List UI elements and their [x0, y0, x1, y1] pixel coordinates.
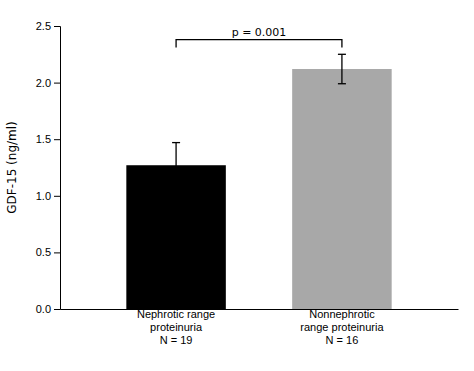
annotation: p = 0.001: [232, 26, 287, 39]
y-tick-label: 2.0: [36, 77, 51, 89]
x-tick-label: Nephrotic rangeproteinuriaN = 19: [137, 308, 215, 346]
y-tick: 0.5: [36, 246, 60, 258]
y-tick-label: 0.0: [36, 303, 51, 315]
y-tick-mark: [54, 83, 60, 84]
error-bar: [338, 54, 346, 83]
error-bar-stem: [175, 143, 176, 188]
x-tick-label-line: proteinuria: [150, 321, 203, 333]
error-bar-stem: [341, 54, 342, 83]
x-tick-label: Nonnephroticrange proteinuriaN = 16: [300, 308, 384, 346]
significance-bracket: [176, 40, 342, 48]
error-bar-cap: [172, 142, 180, 143]
y-tick-mark: [54, 26, 60, 27]
plot-area: 0.0 0.5 1.0 1.5 2.0 2.5 Nephrotic rangeprotein…: [36, 20, 459, 346]
y-tick: 1.5: [36, 133, 60, 145]
y-axis-title: GDF-15 (ng/ml): [5, 121, 19, 214]
y-tick-mark: [54, 139, 60, 140]
y-tick-label: 0.5: [36, 246, 51, 258]
bar: [292, 69, 392, 309]
error-bar-cap: [172, 187, 180, 188]
x-tick: Nonnephroticrange proteinuriaN = 16: [300, 308, 384, 346]
y-axis: 0.0 0.5 1.0 1.5 2.0 2.5: [36, 20, 61, 315]
x-axis-line: [61, 309, 459, 310]
x-tick-label-line: range proteinuria: [300, 321, 384, 333]
y-tick: 0.0: [36, 303, 60, 315]
x-tick-label-line: Nonnephrotic: [309, 308, 375, 320]
y-tick: 2.5: [36, 20, 60, 32]
y-tick-label: 2.5: [36, 20, 51, 32]
error-bar-cap: [338, 83, 346, 84]
y-tick-label: 1.0: [36, 190, 51, 202]
error-bar-cap: [338, 54, 346, 55]
y-tick-mark: [54, 196, 60, 197]
x-tick-label-line: Nephrotic range: [137, 308, 215, 320]
y-tick-mark: [54, 309, 60, 310]
error-bar: [172, 143, 180, 188]
x-tick: Nephrotic rangeproteinuriaN = 19: [137, 308, 215, 346]
y-tick: 1.0: [36, 190, 60, 202]
x-axis: Nephrotic rangeproteinuriaN = 19 Nonnephr…: [61, 308, 459, 346]
y-tick-mark: [54, 252, 60, 253]
x-tick-label-line: N = 19: [160, 334, 193, 346]
y-tick: 2.0: [36, 77, 60, 89]
marks: [126, 40, 391, 309]
chart-container: 0.0 0.5 1.0 1.5 2.0 2.5 Nephrotic rangeprotein…: [0, 0, 474, 371]
chart-svg: 0.0 0.5 1.0 1.5 2.0 2.5 Nephrotic rangeprotein…: [0, 0, 474, 371]
y-axis-line: [54, 27, 61, 310]
x-tick-label-line: N = 16: [326, 334, 359, 346]
y-tick-label: 1.5: [36, 133, 51, 145]
